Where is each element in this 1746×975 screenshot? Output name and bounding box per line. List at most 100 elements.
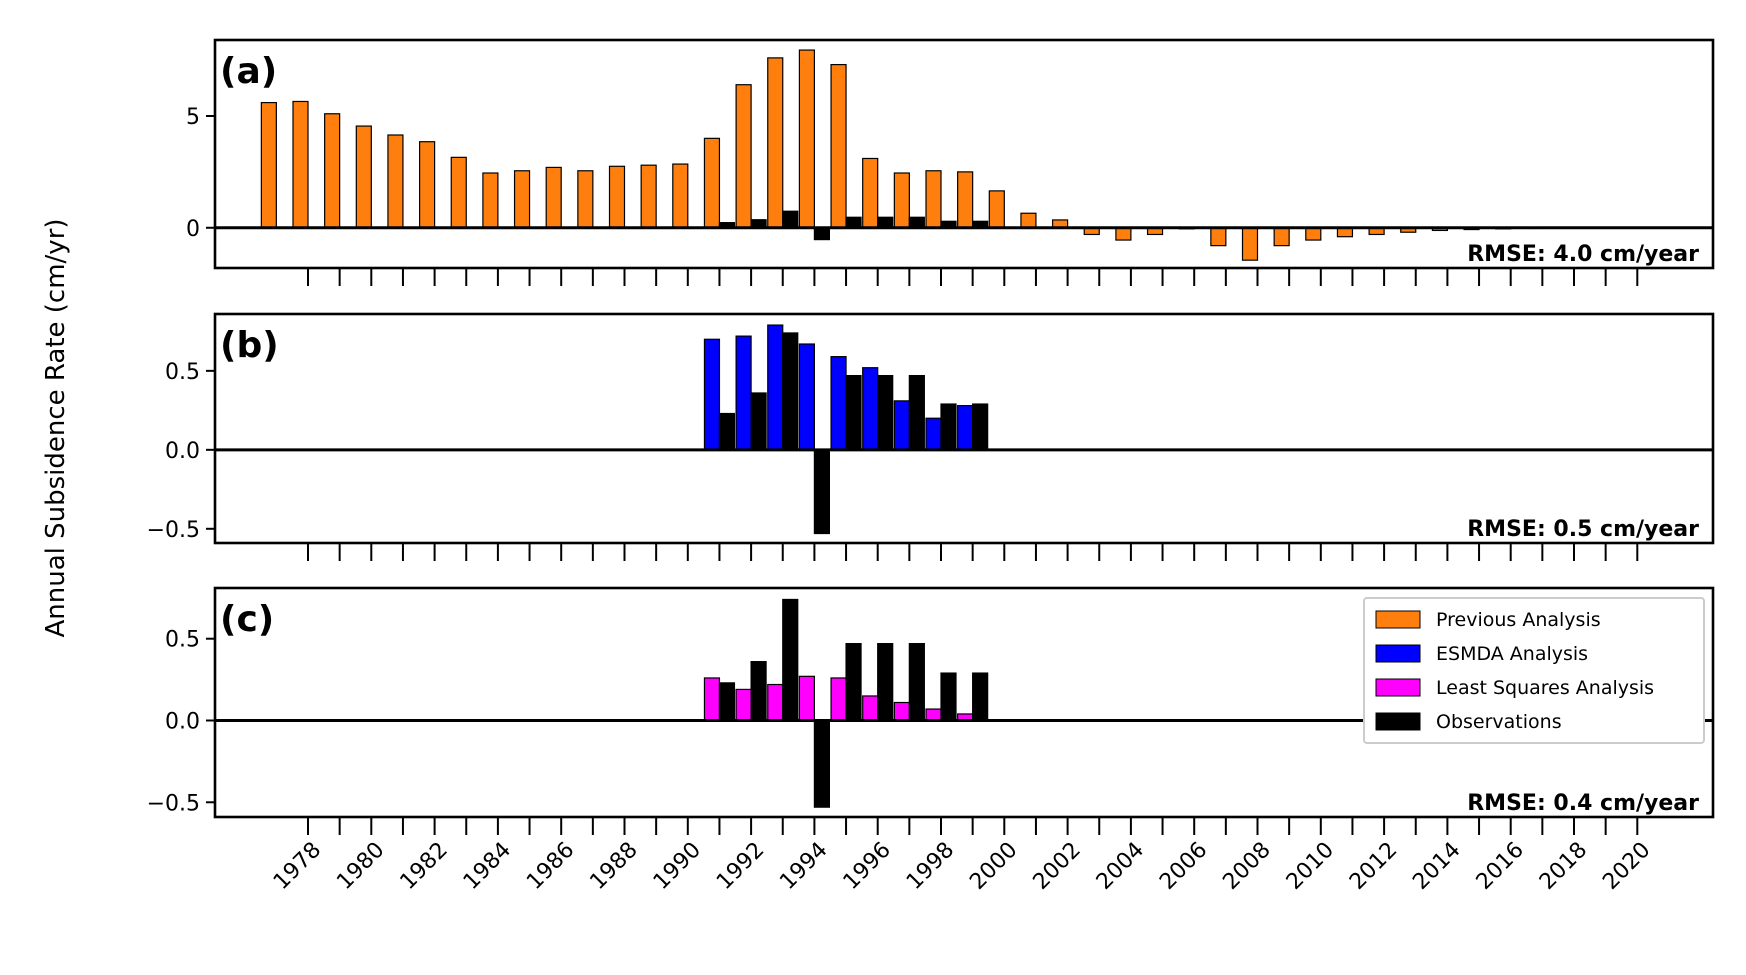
x-tick-label: 1992 bbox=[712, 838, 769, 895]
x-tick-label: 1994 bbox=[775, 838, 832, 895]
observation-bar bbox=[750, 661, 767, 722]
y-tick-label: −0.5 bbox=[147, 518, 200, 543]
model-bar bbox=[672, 163, 689, 229]
y-tick-label: 0.0 bbox=[165, 439, 200, 464]
x-tick-label: 2000 bbox=[965, 838, 1022, 895]
model-bar bbox=[957, 171, 974, 229]
observation-bar bbox=[940, 403, 957, 451]
model-bar bbox=[482, 172, 499, 229]
model-bar bbox=[830, 356, 847, 451]
x-tick-label: 1998 bbox=[902, 838, 959, 895]
model-bar bbox=[513, 170, 531, 229]
legend-entry: Least Squares Analysis bbox=[1436, 677, 1654, 699]
observation-bar bbox=[718, 412, 736, 451]
observation-bar bbox=[877, 374, 894, 451]
y-tick-label: 0.5 bbox=[165, 628, 200, 653]
x-tick-label: 2012 bbox=[1345, 838, 1402, 895]
x-tick-label: 1980 bbox=[332, 838, 389, 895]
observation-bar bbox=[877, 216, 894, 229]
x-tick-label: 2018 bbox=[1535, 838, 1592, 895]
panel-frame bbox=[213, 312, 1715, 545]
y-tick-label: 0.0 bbox=[165, 709, 200, 734]
model-bar bbox=[703, 338, 721, 451]
observation-bar bbox=[813, 227, 831, 241]
x-tick-label: 2002 bbox=[1029, 838, 1086, 895]
x-tick-label: 1988 bbox=[585, 838, 642, 895]
x-tick-label: 2016 bbox=[1472, 838, 1529, 895]
model-bar bbox=[577, 170, 594, 229]
x-tick-label: 1978 bbox=[269, 838, 326, 895]
model-bar bbox=[925, 417, 942, 451]
model-bar bbox=[893, 400, 910, 451]
panel-1: 0 5 (a) RMSE: 4.0 cm/year bbox=[186, 38, 1715, 286]
observation-bar bbox=[750, 392, 767, 451]
x-tick-label: 2020 bbox=[1598, 838, 1655, 895]
panel-2: −0.5 0.0 0.5 (b) RMSE: 0.5 cm/year bbox=[147, 312, 1715, 561]
x-tick-label: 1996 bbox=[839, 838, 896, 895]
observation-bar bbox=[813, 449, 831, 535]
observation-bar bbox=[845, 374, 862, 451]
model-bar bbox=[798, 675, 816, 722]
legend-entry: Observations bbox=[1436, 711, 1562, 733]
model-bar bbox=[640, 164, 657, 229]
model-bar bbox=[957, 405, 974, 451]
model-bar bbox=[862, 695, 879, 722]
observation-bar bbox=[845, 643, 862, 722]
observation-bar bbox=[908, 374, 925, 451]
model-bar bbox=[387, 134, 404, 229]
model-bar bbox=[862, 367, 879, 451]
rmse-annotation: RMSE: 0.4 cm/year bbox=[1467, 791, 1699, 816]
y-tick-label: 0 bbox=[186, 217, 200, 242]
x-tick-label: 1990 bbox=[649, 838, 706, 895]
legend-entry: Previous Analysis bbox=[1436, 609, 1601, 631]
observation-bar bbox=[972, 403, 989, 451]
model-bar bbox=[1115, 227, 1132, 241]
x-tick-label: 2014 bbox=[1408, 838, 1465, 895]
observation-bar bbox=[908, 216, 925, 229]
x-tick-label: 2006 bbox=[1155, 838, 1212, 895]
model-bar bbox=[703, 137, 721, 229]
observation-bar bbox=[718, 682, 736, 722]
model-bar bbox=[292, 100, 309, 229]
model-bar bbox=[767, 683, 784, 722]
x-tick-label: 2010 bbox=[1282, 838, 1339, 895]
model-bar bbox=[830, 677, 847, 722]
rmse-annotation: RMSE: 0.5 cm/year bbox=[1467, 517, 1699, 542]
model-bar bbox=[608, 165, 626, 229]
observation-bar bbox=[908, 643, 925, 722]
model-bar bbox=[703, 677, 721, 722]
y-axis-label: Annual Subsidence Rate (cm/yr) bbox=[41, 218, 71, 637]
observation-bar bbox=[782, 332, 799, 451]
model-bar bbox=[735, 84, 752, 229]
x-tick-label: 1984 bbox=[459, 838, 516, 895]
observation-bar bbox=[813, 719, 831, 808]
legend-swatch bbox=[1375, 644, 1421, 663]
y-tick-label: −0.5 bbox=[147, 791, 200, 816]
model-bar bbox=[893, 701, 910, 722]
model-bar bbox=[767, 324, 784, 451]
panel-frame bbox=[213, 586, 1715, 819]
y-tick-label: 5 bbox=[186, 105, 200, 130]
observation-bar bbox=[877, 643, 894, 722]
panel-frame bbox=[213, 38, 1715, 270]
panel-tag: (c) bbox=[220, 599, 274, 640]
model-bar bbox=[355, 125, 372, 229]
observation-bar bbox=[782, 210, 799, 229]
panel-3: −0.5 0.0 0.5 (c) RMSE: 0.4 cm/year bbox=[147, 586, 1715, 835]
model-bar bbox=[893, 172, 910, 229]
model-bar bbox=[988, 190, 1005, 229]
observation-bar bbox=[845, 216, 862, 229]
model-bar bbox=[1210, 227, 1227, 247]
observation-bar bbox=[972, 672, 989, 722]
model-bar bbox=[1020, 212, 1037, 229]
x-tick-label: 1982 bbox=[396, 838, 453, 895]
panel-tag: (b) bbox=[220, 325, 279, 366]
model-bar bbox=[545, 166, 562, 229]
model-bar bbox=[324, 113, 341, 229]
x-tick-label: 1986 bbox=[522, 838, 579, 895]
model-bar bbox=[735, 335, 752, 451]
model-bar bbox=[1305, 227, 1322, 241]
x-tick-label: 2004 bbox=[1092, 838, 1149, 895]
model-bar bbox=[798, 343, 816, 451]
